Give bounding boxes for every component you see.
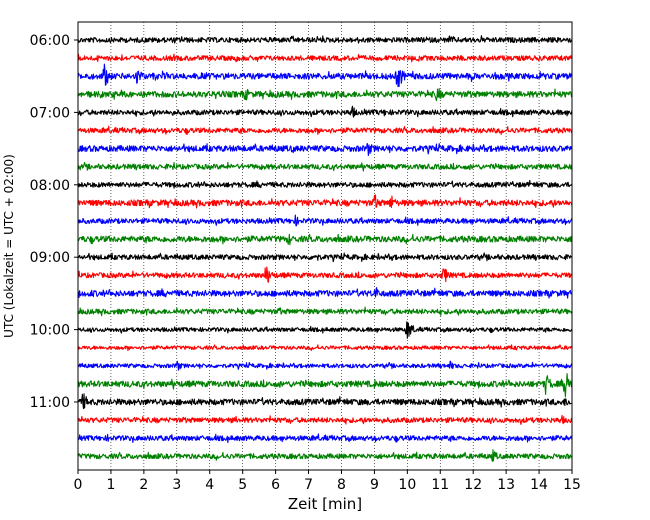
trace-line: [77, 179, 573, 189]
x-tick-label: 4: [205, 477, 214, 493]
trace-line: [77, 35, 573, 44]
trace-line: [77, 233, 573, 246]
x-tick-label: 15: [563, 477, 581, 493]
traces-group: [77, 35, 573, 462]
y-axis-ticks: 06:00 07:00 08:00 09:00 10:00 11:00: [30, 33, 78, 411]
x-tick-label: 0: [74, 477, 83, 493]
trace-line: [77, 287, 573, 299]
trace-line: [77, 105, 573, 118]
y-tick-label: 08:00: [30, 178, 70, 194]
trace-line: [77, 449, 573, 462]
trace-line: [77, 433, 573, 444]
trace-line: [77, 53, 573, 63]
y-tick-label: 06:00: [30, 33, 70, 49]
trace-line: [77, 214, 573, 227]
trace-line: [77, 344, 573, 352]
x-axis-label: Zeit [min]: [288, 495, 362, 513]
y-tick-label: 11:00: [30, 395, 70, 411]
trace-line: [77, 321, 573, 339]
x-tick-label: 14: [530, 477, 548, 493]
trace-line: [77, 306, 573, 317]
y-axis-label: UTC (Lokalzeit = UTC + 02:00): [2, 154, 16, 338]
trace-line: [77, 161, 573, 172]
x-tick-label: 7: [304, 477, 313, 493]
trace-line: [77, 393, 573, 410]
trace-line: [77, 414, 573, 425]
x-tick-label: 8: [337, 477, 346, 493]
trace-line: [77, 142, 573, 157]
plot-frame: [77, 21, 573, 471]
x-tick-label: 13: [497, 477, 515, 493]
trace-line: [77, 252, 573, 263]
y-tick-label: 07:00: [30, 105, 70, 121]
x-tick-label: 12: [464, 477, 482, 493]
x-tick-label: 6: [271, 477, 280, 493]
trace-line: [77, 194, 573, 209]
x-tick-label: 10: [398, 477, 416, 493]
y-tick-label: 09:00: [30, 250, 70, 266]
trace-line: [77, 266, 573, 283]
x-axis-ticks: 0 1 2 3 4 5 6 7 8 9 10 11 12 13 14 15: [74, 470, 581, 493]
trace-line: [77, 88, 573, 102]
trace-line: [77, 125, 573, 135]
x-tick-label: 5: [238, 477, 247, 493]
x-tick-label: 9: [370, 477, 379, 493]
x-tick-label: 3: [172, 477, 181, 493]
trace-line: [77, 360, 573, 371]
trace-line: [77, 63, 573, 88]
x-tick-label: 2: [139, 477, 148, 493]
x-tick-label: 11: [431, 477, 449, 493]
x-tick-label: 1: [106, 477, 115, 493]
trace-line: [77, 373, 573, 398]
y-tick-label: 10:00: [30, 323, 70, 339]
